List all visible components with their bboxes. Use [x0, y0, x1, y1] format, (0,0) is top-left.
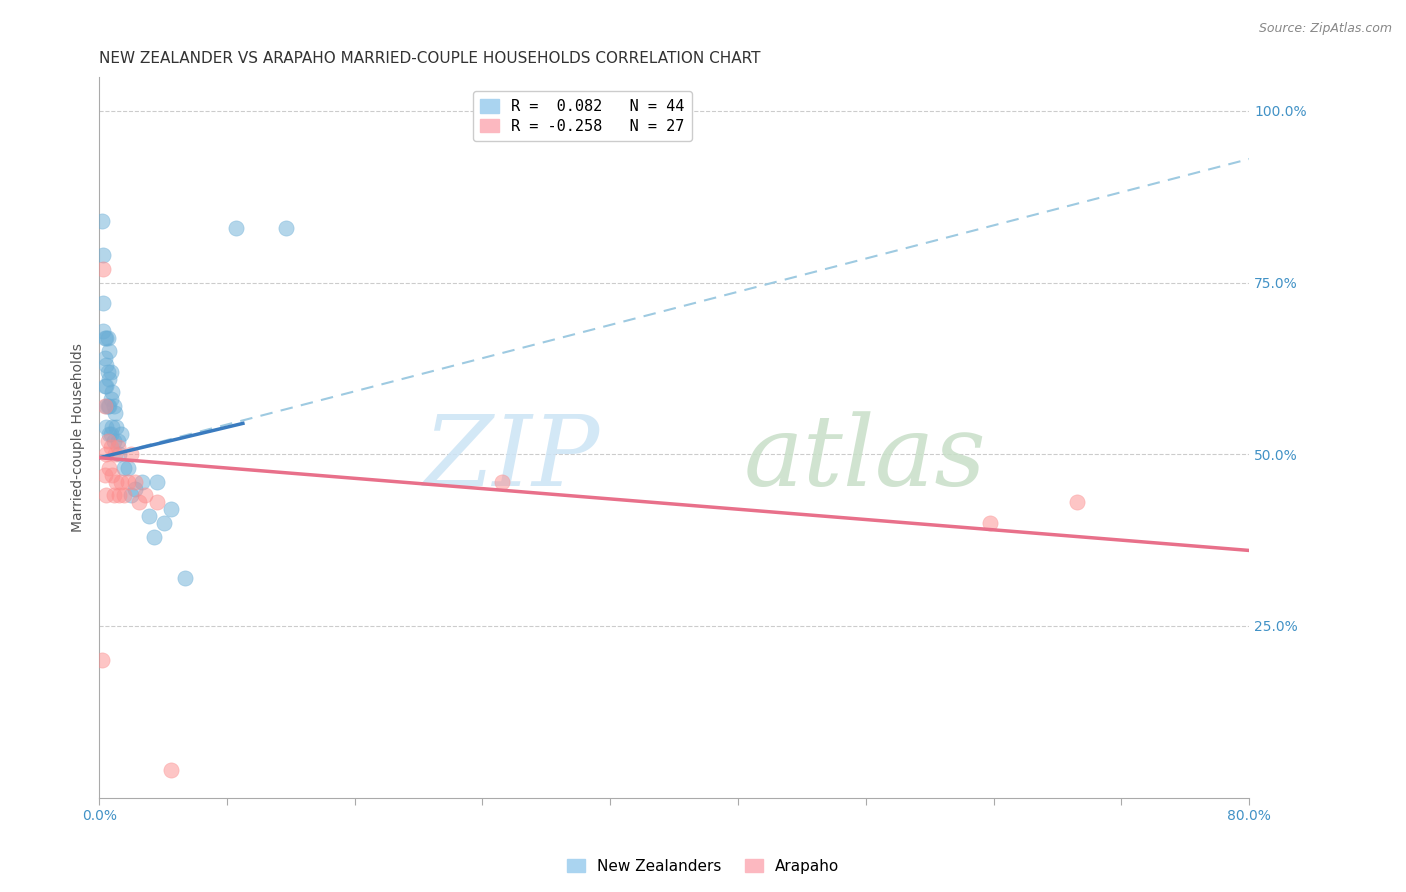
Point [97, 330, 120, 344]
Point [105, 475, 128, 489]
Point [94, 351, 117, 366]
Point [93, 261, 115, 276]
Point [101, 385, 124, 400]
Point [94, 467, 117, 482]
Point [103, 434, 125, 448]
Point [96, 330, 118, 344]
Point [131, 475, 153, 489]
Point [97, 434, 120, 448]
Point [1066, 495, 1088, 509]
Point [103, 488, 125, 502]
Point [101, 419, 124, 434]
Point [145, 495, 167, 509]
Point [112, 461, 135, 475]
Y-axis label: Married-couple Households: Married-couple Households [72, 343, 86, 532]
Point [117, 461, 139, 475]
Point [98, 372, 121, 386]
Point [110, 426, 132, 441]
Point [100, 426, 122, 441]
Point [105, 419, 128, 434]
Legend: New Zealanders, Arapaho: New Zealanders, Arapaho [561, 853, 845, 880]
Point [107, 434, 129, 448]
Point [138, 509, 160, 524]
Point [96, 419, 118, 434]
Point [97, 399, 120, 413]
Point [96, 378, 118, 392]
Text: Source: ZipAtlas.com: Source: ZipAtlas.com [1258, 22, 1392, 36]
Point [96, 447, 118, 461]
Point [145, 475, 167, 489]
Text: ZIP: ZIP [423, 411, 599, 507]
Point [98, 426, 121, 441]
Point [108, 447, 131, 461]
Point [142, 530, 165, 544]
Legend: R =  0.082   N = 44, R = -0.258   N = 27: R = 0.082 N = 44, R = -0.258 N = 27 [472, 91, 692, 142]
Point [174, 571, 197, 585]
Point [112, 488, 135, 502]
Point [96, 399, 118, 413]
Point [101, 467, 124, 482]
Point [96, 358, 118, 372]
Point [491, 475, 513, 489]
Text: atlas: atlas [744, 411, 986, 507]
Point [100, 441, 122, 455]
Point [979, 516, 1001, 530]
Point [98, 461, 121, 475]
Point [120, 447, 142, 461]
Point [104, 447, 127, 461]
Point [274, 220, 297, 235]
Point [124, 482, 146, 496]
Point [98, 399, 121, 413]
Point [94, 330, 117, 344]
Point [91, 653, 114, 667]
Point [134, 488, 156, 502]
Point [93, 324, 115, 338]
Point [94, 399, 117, 413]
Point [124, 475, 146, 489]
Point [160, 763, 183, 777]
Point [110, 475, 132, 489]
Point [103, 399, 125, 413]
Point [98, 344, 121, 359]
Point [120, 488, 142, 502]
Point [100, 392, 122, 407]
Point [97, 365, 120, 379]
Point [108, 488, 131, 502]
Point [160, 502, 183, 516]
Point [128, 495, 150, 509]
Point [117, 475, 139, 489]
Point [104, 406, 127, 420]
Point [93, 248, 115, 262]
Point [153, 516, 176, 530]
Point [94, 378, 117, 392]
Point [100, 365, 122, 379]
Point [96, 488, 118, 502]
Point [225, 220, 247, 235]
Point [93, 296, 115, 310]
Text: NEW ZEALANDER VS ARAPAHO MARRIED-COUPLE HOUSEHOLDS CORRELATION CHART: NEW ZEALANDER VS ARAPAHO MARRIED-COUPLE … [100, 51, 761, 66]
Point [91, 214, 114, 228]
Point [107, 441, 129, 455]
